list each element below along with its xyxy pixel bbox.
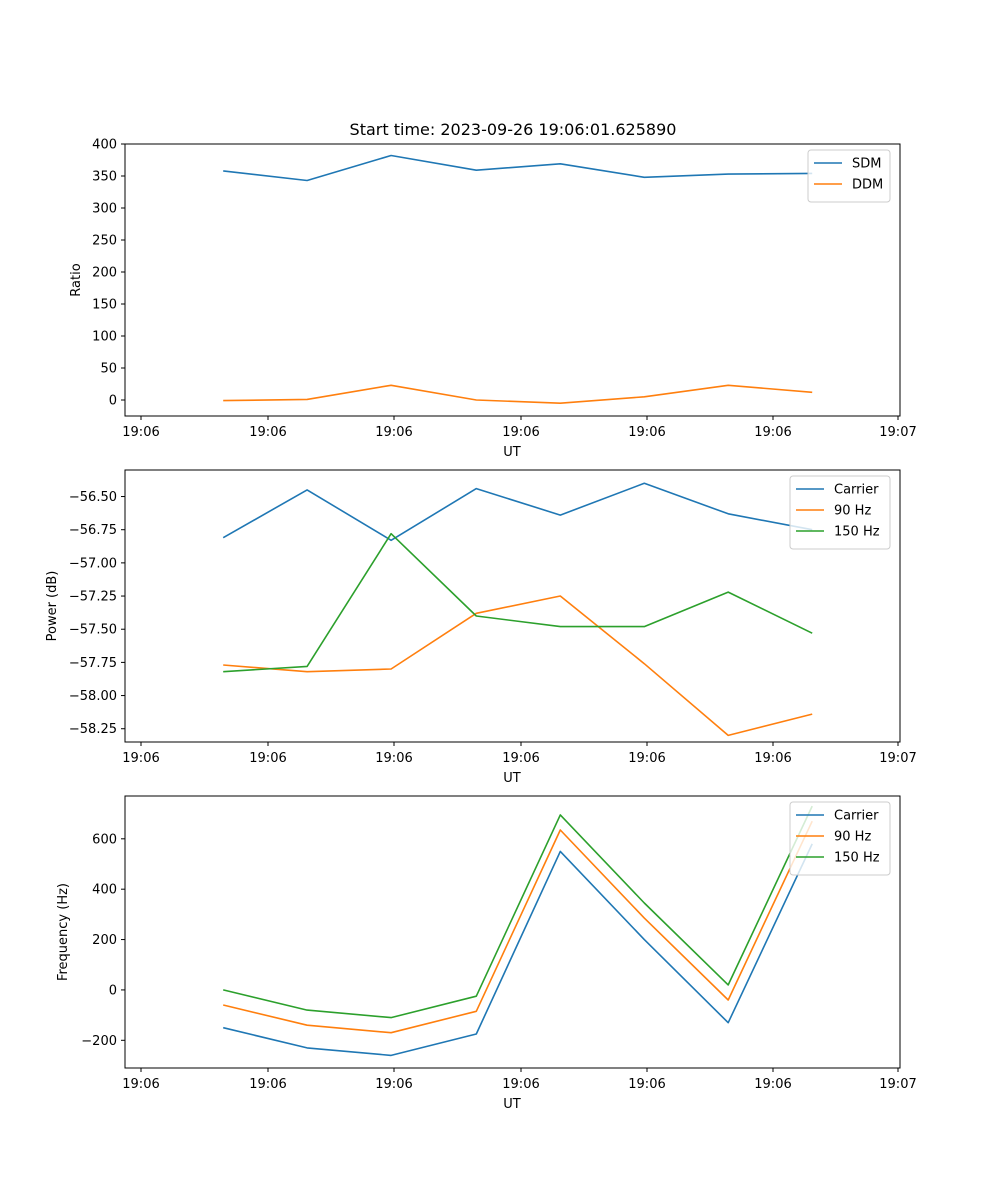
axes-3: 19:06 19:06 19:06 19:06 19:06 19:06 19:07 −200 0…: [56, 795, 917, 1112]
legend-label: Carrier: [834, 809, 879, 824]
x-tick-label: 19:06: [375, 425, 412, 440]
legend-label: Carrier: [834, 483, 879, 498]
y-tick-label: 100: [92, 330, 117, 345]
y-tick-label: 200: [92, 933, 117, 948]
x-tick-label: 19:07: [879, 751, 916, 766]
x-tick-label: 19:06: [502, 1077, 539, 1092]
x-tick-label: 19:06: [122, 1077, 159, 1092]
plots-container: 19:06 19:06 19:06 19:06 19:06 19:06 19:07 0 50 10…: [45, 138, 917, 1113]
x-tick-label: 19:06: [628, 1077, 665, 1092]
x-tick-label: 19:06: [628, 425, 665, 440]
legend-label: 150 Hz: [834, 851, 880, 866]
x-axis-label: UT: [503, 445, 521, 460]
axes-1: 19:06 19:06 19:06 19:06 19:06 19:06 19:07 0 50 10…: [69, 138, 917, 461]
y-tick-label: 600: [92, 832, 117, 847]
legend-label: DDM: [852, 178, 883, 193]
legend: Carrier 90 Hz 150 Hz: [789, 475, 891, 550]
x-tick-label: 19:06: [754, 425, 791, 440]
legend-label: 90 Hz: [834, 504, 871, 519]
y-tick-label: 0: [109, 394, 117, 409]
x-tick-label: 19:07: [879, 425, 916, 440]
y-axis-label: Frequency (Hz): [56, 883, 71, 981]
x-axis-label: UT: [503, 771, 521, 786]
y-tick-label: 400: [92, 883, 117, 898]
y-tick-label: −58.25: [69, 722, 117, 737]
x-tick-label: 19:06: [375, 1077, 412, 1092]
x-tick-label: 19:06: [628, 751, 665, 766]
y-tick-label: 300: [92, 202, 117, 217]
series-line-90-hz: [223, 820, 813, 1034]
y-tick-label: −57.25: [69, 590, 117, 605]
y-tick-label: −56.75: [69, 523, 117, 538]
series-line-150-hz: [223, 532, 813, 673]
x-tick-label: 19:06: [122, 751, 159, 766]
legend-label: SDM: [852, 157, 881, 172]
series-line-carrier: [223, 843, 813, 1057]
x-tick-label: 19:06: [502, 751, 539, 766]
axes-2: 19:06 19:06 19:06 19:06 19:06 19:06 19:07 −56.5…: [45, 469, 917, 786]
series-line-ddm: [223, 384, 813, 405]
series-line-90-hz: [223, 595, 813, 737]
y-tick-label: 250: [92, 234, 117, 249]
y-tick-label: −57.50: [69, 623, 117, 638]
y-tick-label: −58.00: [69, 689, 117, 704]
series-line-150-hz: [223, 805, 813, 1019]
legend: SDM DDM: [807, 149, 891, 203]
axes-frame: [124, 143, 901, 417]
y-tick-label: 400: [92, 138, 117, 153]
y-tick-label: −56.50: [69, 490, 117, 505]
series-line-sdm: [223, 154, 813, 182]
x-tick-label: 19:06: [375, 751, 412, 766]
y-axis-label: Power (dB): [45, 571, 60, 642]
x-tick-label: 19:06: [249, 425, 286, 440]
y-tick-label: −200: [81, 1034, 117, 1049]
chart-title: Start time: 2023-09-26 19:06:01.625890: [350, 120, 677, 139]
y-axis-label: Ratio: [69, 263, 84, 296]
axes-frame: [124, 795, 901, 1069]
y-tick-label: 0: [109, 983, 117, 998]
y-tick-label: 150: [92, 298, 117, 313]
x-tick-label: 19:06: [754, 1077, 791, 1092]
legend-label: 150 Hz: [834, 525, 880, 540]
x-axis-label: UT: [503, 1097, 521, 1112]
y-tick-label: −57.75: [69, 656, 117, 671]
axes-frame: [124, 469, 901, 743]
x-tick-label: 19:06: [502, 425, 539, 440]
x-tick-label: 19:06: [249, 1077, 286, 1092]
x-tick-label: 19:07: [879, 1077, 916, 1092]
x-tick-label: 19:06: [754, 751, 791, 766]
legend: Carrier 90 Hz 150 Hz: [789, 801, 891, 876]
y-tick-label: 200: [92, 266, 117, 281]
legend-label: 90 Hz: [834, 830, 871, 845]
x-tick-label: 19:06: [122, 425, 159, 440]
y-tick-label: 50: [100, 362, 117, 377]
y-tick-label: −57.00: [69, 556, 117, 571]
y-tick-label: 350: [92, 170, 117, 185]
series-line-carrier: [222, 482, 813, 542]
x-tick-label: 19:06: [249, 751, 286, 766]
